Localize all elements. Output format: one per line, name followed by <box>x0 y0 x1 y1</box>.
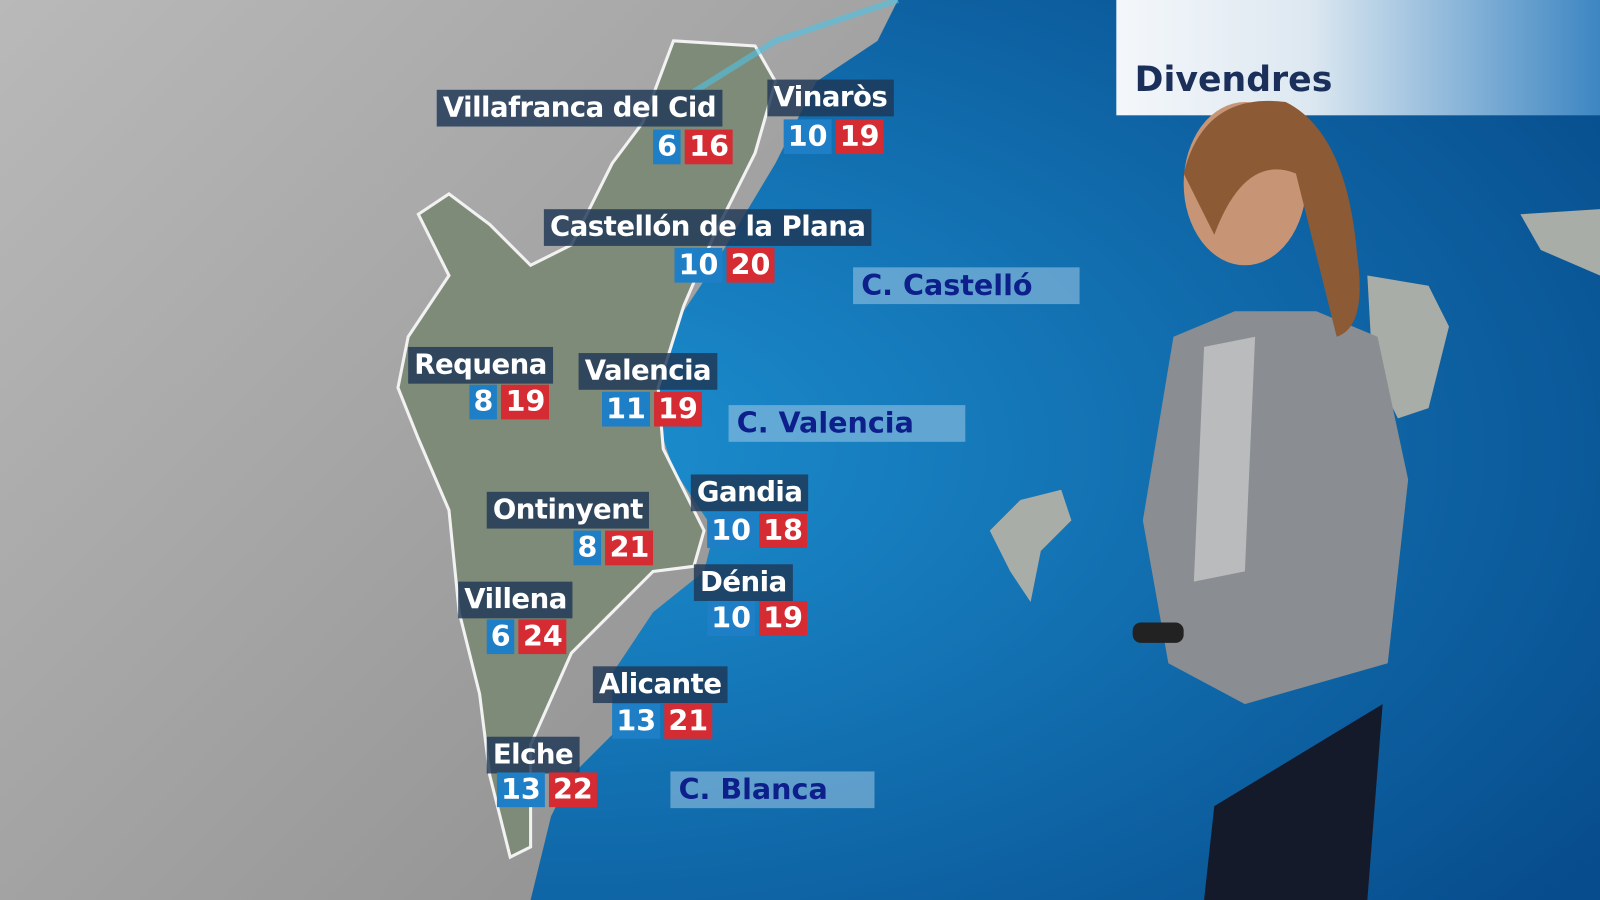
city-name: Ontinyent <box>486 491 650 529</box>
city-temperatures: 6 24 <box>486 619 567 655</box>
city-name: Requena <box>408 346 553 384</box>
clicker-remote-icon <box>1132 622 1184 643</box>
island-menorca <box>1520 209 1600 276</box>
city-temperatures: 8 19 <box>469 384 550 420</box>
presenter-blouse <box>1193 336 1256 582</box>
max-temp: 19 <box>759 601 808 636</box>
city-label: Gandia <box>690 474 809 512</box>
city-label: Vinaròs <box>767 79 894 117</box>
max-temp: 21 <box>605 530 654 566</box>
island-ibiza <box>989 489 1072 603</box>
city-label: Villafranca del Cid <box>436 89 723 127</box>
city-name: Alicante <box>592 666 728 704</box>
city-name: Villena <box>458 581 573 619</box>
city-label: Alicante <box>592 666 728 704</box>
city-label: Castellón de la Plana <box>543 209 872 246</box>
city-label: Requena <box>408 346 553 384</box>
city-label: Elche <box>486 736 580 774</box>
city-name: Elche <box>486 736 580 774</box>
city-label: Villena <box>458 581 573 619</box>
city-temperatures: 8 21 <box>573 530 654 566</box>
min-temp: 6 <box>486 619 515 655</box>
max-temp: 19 <box>654 391 702 427</box>
presenter-hair <box>1183 100 1360 337</box>
city-name: Villafranca del Cid <box>436 89 723 127</box>
min-temp: 8 <box>573 530 602 566</box>
city-temperatures: 10 18 <box>707 513 808 548</box>
island-mallorca <box>1367 275 1449 419</box>
sea-area-castello: C. Castelló <box>853 267 1080 305</box>
city-temperatures: 6 16 <box>653 129 734 165</box>
min-temp: 13 <box>496 772 545 808</box>
coastal-shallows <box>692 0 899 95</box>
max-temp: 19 <box>835 119 884 155</box>
day-banner: Divendres <box>1116 0 1600 116</box>
presenter-trousers <box>1204 704 1383 900</box>
max-temp: 24 <box>518 619 567 655</box>
presenter-jacket <box>1142 311 1409 705</box>
city-temperatures: 10 20 <box>674 247 775 283</box>
max-temp: 16 <box>685 129 734 165</box>
max-temp: 21 <box>664 704 713 739</box>
max-temp: 19 <box>501 384 550 420</box>
day-label: Divendres <box>1134 59 1333 100</box>
city-name: Valencia <box>578 353 718 390</box>
min-temp: 10 <box>707 513 756 548</box>
city-name: Vinaròs <box>767 79 894 117</box>
city-temperatures: 13 21 <box>612 704 713 739</box>
min-temp: 10 <box>674 247 723 283</box>
city-temperatures: 13 22 <box>496 772 597 808</box>
min-temp: 6 <box>653 129 682 165</box>
min-temp: 13 <box>612 704 661 739</box>
max-temp: 22 <box>548 772 597 808</box>
city-name: Gandia <box>690 474 809 512</box>
city-label: Valencia <box>578 353 718 390</box>
city-name: Castellón de la Plana <box>543 209 872 246</box>
min-temp: 8 <box>469 384 498 420</box>
city-label: Ontinyent <box>486 491 650 529</box>
max-temp: 20 <box>726 247 775 283</box>
sea-area-valencia: C. Valencia <box>728 405 966 442</box>
city-temperatures: 10 19 <box>707 601 808 636</box>
city-label: Dénia <box>693 564 793 602</box>
city-temperatures: 11 19 <box>602 391 702 427</box>
min-temp: 11 <box>602 391 650 427</box>
min-temp: 10 <box>707 601 756 636</box>
presenter-figure <box>1132 100 1409 900</box>
sea-area-blanca: C. Blanca <box>670 771 875 809</box>
max-temp: 18 <box>759 513 808 548</box>
city-temperatures: 10 19 <box>783 119 884 155</box>
city-name: Dénia <box>693 564 793 602</box>
min-temp: 10 <box>783 119 832 155</box>
